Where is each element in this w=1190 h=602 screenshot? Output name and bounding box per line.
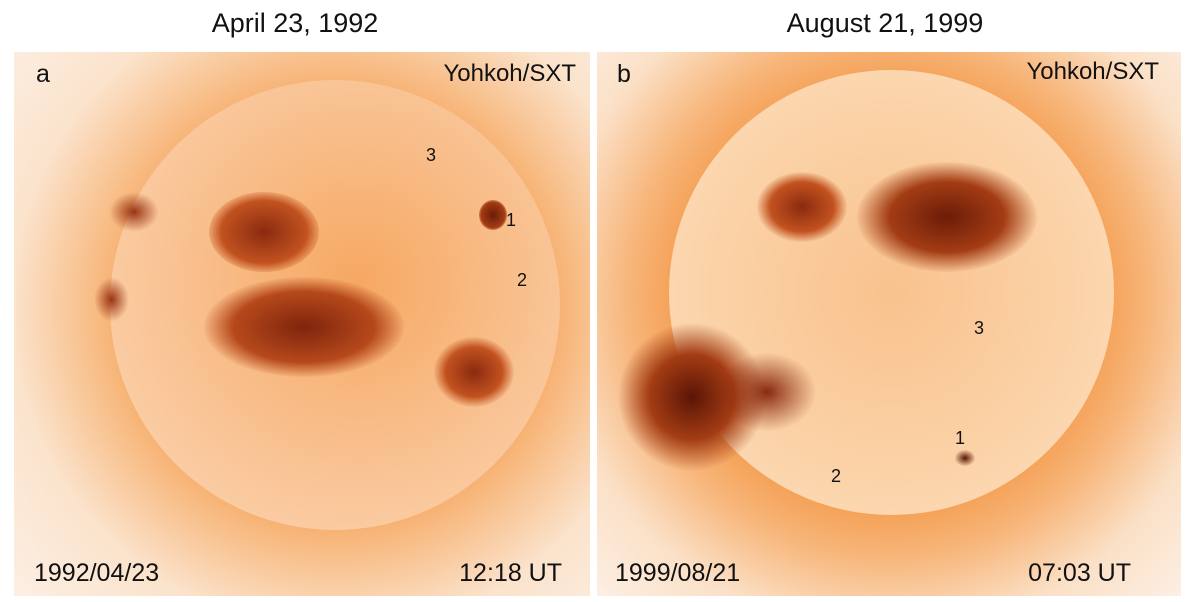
instrument-label: Yohkoh/SXT: [1026, 58, 1159, 85]
active-region: [94, 277, 129, 322]
active-region: [955, 450, 975, 466]
marker-3: 3: [426, 145, 437, 165]
marker-2: 2: [517, 270, 528, 290]
active-region: [857, 162, 1037, 272]
panel-a: a Yohkoh/SXT 1992/04/23 12:18 UT 1 2 3: [14, 52, 590, 596]
instrument-label: Yohkoh/SXT: [443, 60, 576, 87]
panel-letter: b: [617, 60, 631, 88]
active-region: [717, 352, 817, 432]
title-b: August 21, 1999: [786, 8, 984, 38]
active-region: [204, 277, 404, 377]
marker-3: 3: [974, 318, 985, 338]
title-a: April 23, 1992: [211, 8, 379, 38]
marker-1: 1: [955, 428, 966, 448]
marker-1: 1: [506, 210, 517, 230]
active-region: [434, 337, 514, 407]
panel-letter: a: [36, 60, 50, 88]
marker-2: 2: [831, 466, 842, 486]
active-region: [109, 192, 159, 232]
date-label: 1999/08/21: [615, 559, 741, 587]
active-region: [209, 192, 319, 272]
active-region: [757, 172, 847, 242]
panel-b: b Yohkoh/SXT 1999/08/21 07:03 UT 1 2 3: [597, 52, 1181, 596]
time-label: 12:18 UT: [459, 559, 562, 587]
date-label: 1992/04/23: [34, 559, 160, 587]
active-region: [479, 200, 507, 230]
time-label: 07:03 UT: [1028, 559, 1131, 587]
